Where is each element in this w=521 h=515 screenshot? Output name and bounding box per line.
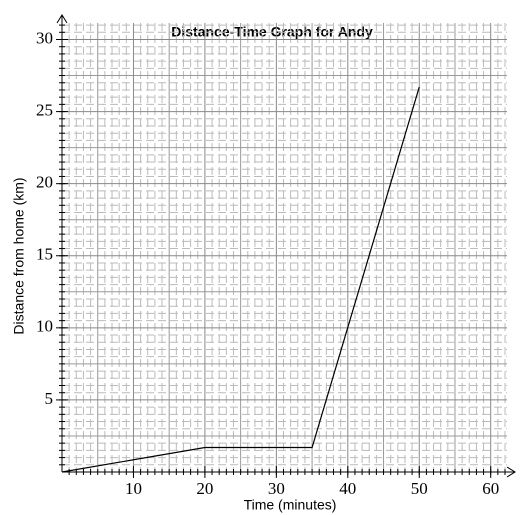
- y-tick-label: 5: [45, 389, 54, 408]
- y-tick-label: 15: [36, 245, 53, 264]
- x-axis-label: Time (minutes): [244, 497, 337, 513]
- y-tick-label: 20: [36, 173, 53, 192]
- x-tick-label: 10: [125, 479, 142, 498]
- x-tick-label: 20: [196, 479, 213, 498]
- y-tick-label: 30: [36, 28, 53, 47]
- x-tick-label: 40: [339, 479, 356, 498]
- x-tick-label: 60: [482, 479, 499, 498]
- x-tick-label: 30: [268, 479, 285, 498]
- y-tick-label: 10: [36, 317, 53, 336]
- x-axis-arrow: [506, 466, 516, 478]
- data-line: [61, 86, 420, 473]
- x-tick-label: 50: [411, 479, 428, 498]
- y-axis-arrow: [56, 14, 68, 24]
- chart-title: Distance-Time Graph for Andy: [171, 24, 373, 40]
- y-axis-label: Distance from home (km): [11, 177, 27, 334]
- y-tick-label: 25: [36, 100, 53, 119]
